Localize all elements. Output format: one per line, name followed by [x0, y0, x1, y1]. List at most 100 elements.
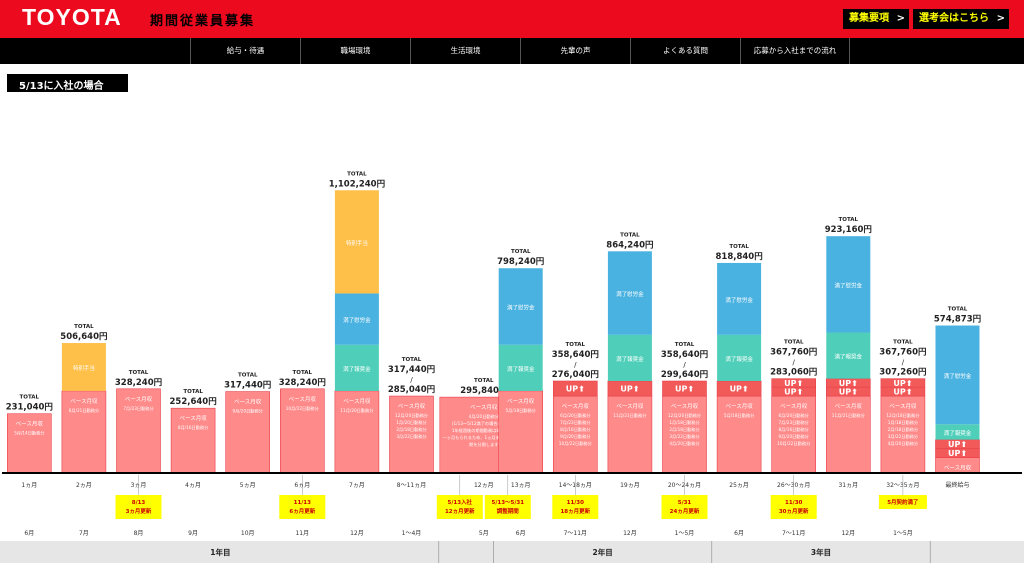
bar-segment-base [389, 395, 434, 474]
x-tick-label: 12ヵ月 [474, 482, 494, 489]
note-text: 30ヵ月更新 [779, 507, 809, 515]
nav-item-living[interactable]: 生活環境 [410, 38, 520, 64]
bar-segment-base [880, 395, 926, 474]
bar-segment-full_bonus [498, 344, 543, 391]
bar-segment-base [279, 388, 325, 474]
bar-total-value: 317,440円 [224, 381, 271, 391]
segment-sublabel: 1月/20日勤務分 [396, 419, 427, 426]
note-text: 5/13～5/31 [492, 500, 525, 506]
bar-total-value: 358,640円 [552, 350, 599, 360]
bar-total-slash: / [683, 361, 686, 369]
segment-sublabel: 12月/20日勤務分 [668, 412, 702, 419]
segment-label: ベース月収 [780, 403, 808, 410]
bar-segment-up [552, 380, 598, 397]
month-label: 12月 [841, 530, 855, 537]
bar-total-value: 506,640円 [60, 332, 107, 342]
segment-label: ベース月収 [179, 415, 207, 422]
bar-segment-special [334, 190, 379, 294]
segment-label: ベース月収 [70, 398, 98, 405]
segment-label: 満了報奨金 [835, 353, 863, 361]
bar-total-label: TOTAL [839, 217, 859, 223]
note-text: 8/13 [132, 500, 146, 506]
note-badge [115, 495, 162, 519]
segment-label: 特別手当 [346, 239, 368, 247]
month-label: 10月 [241, 530, 255, 537]
bar-segment-full_bonus [935, 424, 980, 440]
bar-total-label: TOTAL [402, 357, 422, 363]
bar-total-value: 295,840円 [460, 386, 507, 396]
bar-total-label: TOTAL [948, 307, 968, 313]
selection-button[interactable]: 選考会はこちら > [913, 9, 1009, 29]
bar-segment-special [61, 343, 106, 391]
month-label: 11月 [295, 530, 309, 537]
nav-item-flow[interactable]: 応募から入社までの流れ [740, 38, 850, 64]
year-label: 3年目 [811, 547, 831, 557]
segment-label: ベース月収 [234, 399, 262, 406]
year-label: 1年目 [210, 547, 230, 557]
bar-total-label: TOTAL [347, 171, 367, 177]
segment-label: 満了報奨金 [725, 355, 753, 363]
bar-total-value: 1,102,240円 [329, 179, 385, 189]
segment-label: ベース月収 [944, 465, 972, 472]
note-text: 12ヵ月更新 [445, 507, 475, 515]
bar-total-value: 252,640円 [169, 397, 216, 407]
segment-label: 満了報奨金 [507, 365, 535, 373]
bar-total-label: TOTAL [511, 249, 531, 255]
x-tick-label: 最終給与 [945, 481, 969, 489]
x-tick-label: 4ヵ月 [185, 482, 201, 489]
nav-item-salary[interactable]: 給与・待遇 [190, 38, 300, 64]
note-badge [436, 495, 483, 519]
bar-total-label: TOTAL [20, 395, 40, 401]
global-nav: 給与・待遇 職場環境 生活環境 先輩の声 よくある質問 応募から入社までの流れ [0, 38, 1024, 64]
bar-total-value: 367,760円 [879, 348, 926, 358]
header: TOYOTA 期間従業員募集 募集要項 > 選考会はこちら > [0, 0, 1024, 38]
bar-segment-completion [334, 293, 379, 345]
segment-sublabel: 12月/20日勤務分 [395, 412, 429, 419]
segment-label: 満了慰労金 [616, 290, 644, 298]
nav-item-workplace[interactable]: 職場環境 [300, 38, 410, 64]
segment-sublabel: 10月/22日勤務分 [559, 440, 593, 447]
bar-total-value: 328,240円 [115, 378, 162, 388]
segment-sublabel: 10月/22日勤務分 [777, 440, 811, 447]
requirements-button[interactable]: 募集要項 > [843, 9, 909, 29]
segment-sublabel: 一ヶ月もられるため、1ヵ月未満で期間勤務 [443, 434, 526, 441]
section-title: 5/13に入社の場合 [7, 74, 128, 92]
nav-item-voices[interactable]: 先輩の声 [520, 38, 630, 64]
bar-segment-base [607, 395, 653, 474]
segment-label: ベース月収 [562, 403, 590, 410]
note-text: 11/30 [785, 500, 802, 506]
note-text: 調整期間 [497, 507, 520, 515]
segment-label: ベース月収 [835, 403, 863, 410]
bar-total-value: 818,840円 [715, 252, 762, 262]
segment-sublabel: 3月/22日勤務分 [396, 433, 427, 440]
bar-total-label: TOTAL [620, 232, 640, 238]
toyota-logo[interactable]: TOYOTA [22, 4, 122, 30]
bar-total-2: 276,040円 [552, 370, 599, 380]
segment-sublabel: 7月/23日勤務分 [560, 419, 591, 426]
segment-sublabel: 7月/23日勤務分 [779, 419, 810, 426]
segment-label: UP⬆ [730, 385, 749, 394]
segment-sublabel: 2月/18日勤務分 [396, 426, 427, 433]
bar-total-slash: / [793, 359, 796, 367]
segment-sublabel: 8月/16日勤務分 [779, 426, 810, 433]
bar-total-2: 299,640円 [661, 370, 708, 380]
bar-total-2: 307,260円 [879, 368, 926, 378]
x-tick-label: 8～11ヵ月 [397, 482, 426, 489]
x-tick-label: 19ヵ月 [620, 482, 640, 489]
month-label: 9月 [188, 530, 198, 537]
nav-item-faq[interactable]: よくある質問 [630, 38, 740, 64]
segment-label: UP⬆ [948, 440, 967, 449]
segment-label: ベース月収 [125, 396, 153, 403]
bar-total-label: TOTAL [293, 370, 313, 376]
x-tick-label: 1ヵ月 [21, 482, 37, 489]
segment-sublabel: 7月/23日勤務分 [123, 405, 154, 412]
note-badge [484, 495, 531, 519]
bar-total-label: TOTAL [566, 342, 586, 348]
bar-total-label: TOTAL [474, 378, 494, 384]
bar-total-slash: / [410, 376, 413, 384]
bar-total-label: TOTAL [74, 324, 94, 330]
year-label: 2年目 [592, 547, 612, 557]
bar-segment-base [825, 395, 871, 474]
salary-chart: ベース月収5月/14日勤務分231,040円TOTAL1ヵ月6月ベース月収6月/… [0, 171, 1024, 563]
month-label: 1～5月 [675, 530, 695, 537]
